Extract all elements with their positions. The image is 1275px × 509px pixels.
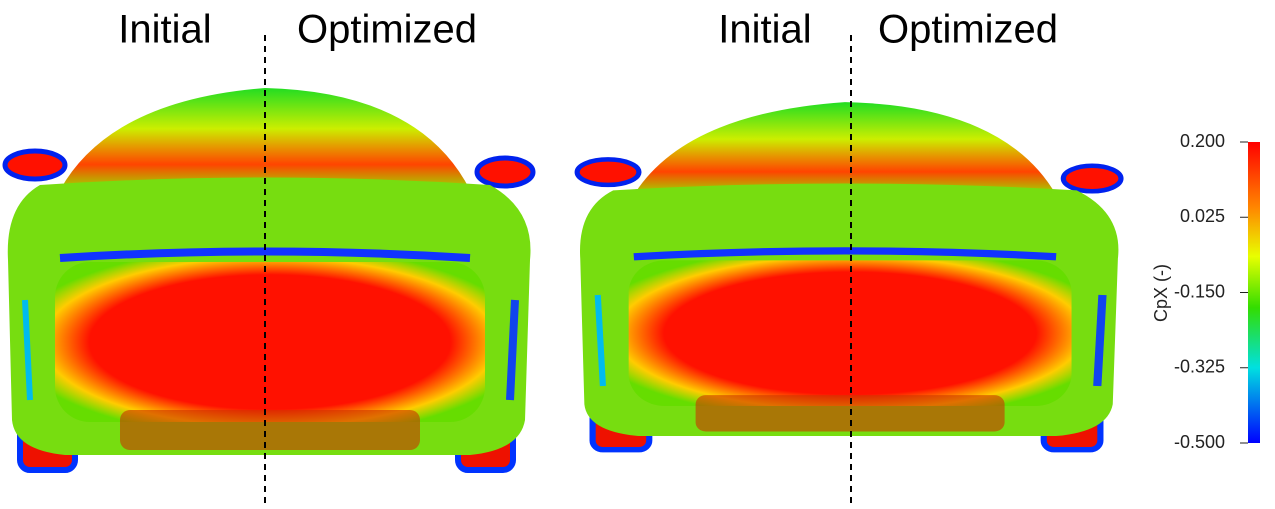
colorbar-tick-label: -0.150 xyxy=(1174,281,1225,301)
colorbar-tick-label: 0.200 xyxy=(1180,131,1225,151)
panel-label: Optimized xyxy=(878,8,1058,52)
colorbar-tick-label: -0.325 xyxy=(1174,357,1225,377)
car-render xyxy=(5,88,533,470)
colorbar-tick-label: -0.500 xyxy=(1174,432,1225,452)
car-render xyxy=(577,102,1121,450)
colorbar xyxy=(1248,142,1260,443)
panel-label: Initial xyxy=(118,8,211,52)
panel-label: Optimized xyxy=(297,8,477,52)
colorbar-title: CpX (-) xyxy=(1151,264,1171,322)
panel-label: Initial xyxy=(718,8,811,52)
colorbar-tick-label: 0.025 xyxy=(1180,206,1225,226)
